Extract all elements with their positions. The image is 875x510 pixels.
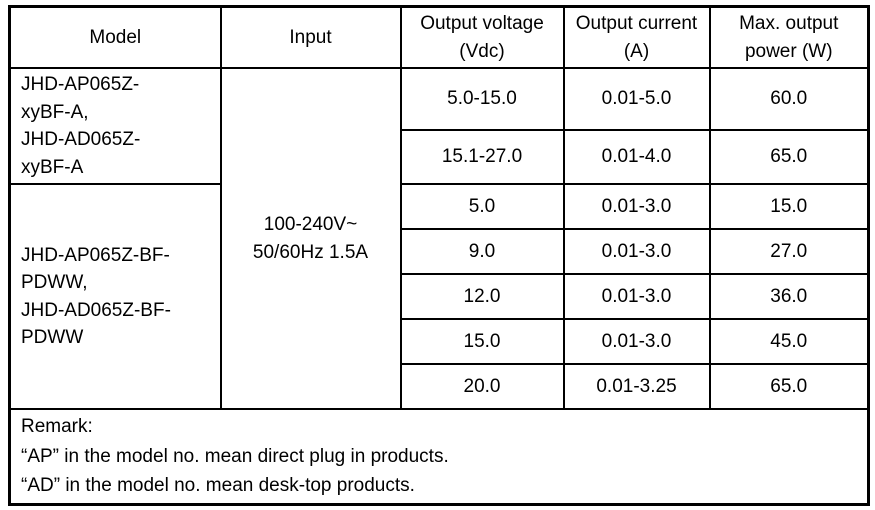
power-spec-table: Model Input Output voltage (Vdc) Output … xyxy=(8,5,870,506)
power-cell: 45.0 xyxy=(708,318,870,366)
header-model: Model xyxy=(8,5,222,70)
voltage-cell: 5.0 xyxy=(399,183,565,231)
header-max-output-power: Max. output power (W) xyxy=(708,5,870,70)
table-row: 12.0 0.01-3.0 36.0 xyxy=(10,273,870,321)
current-cell: 0.01-3.0 xyxy=(562,318,711,366)
model-group-2: JHD-AP065Z-BF- PDWW, JHD-AD065Z-BF- PDWW xyxy=(8,183,222,411)
current-cell: 0.01-3.25 xyxy=(562,363,711,411)
voltage-cell: 20.0 xyxy=(399,363,565,411)
power-cell: 36.0 xyxy=(708,273,870,321)
power-cell: 15.0 xyxy=(708,183,870,231)
current-cell: 0.01-3.0 xyxy=(562,228,711,276)
header-input: Input xyxy=(219,5,402,70)
model-group-1: JHD-AP065Z- xyBF-A, JHD-AD065Z- xyBF-A xyxy=(8,67,222,186)
table-row: 15.0 0.01-3.0 45.0 xyxy=(10,318,870,366)
current-cell: 0.01-3.0 xyxy=(562,183,711,231)
power-cell: 65.0 xyxy=(708,129,870,186)
remark-text: Remark: “AP” in the model no. mean direc… xyxy=(8,408,870,506)
header-row: Model Input Output voltage (Vdc) Output … xyxy=(8,5,870,70)
table-row: 9.0 0.01-3.0 27.0 xyxy=(10,228,870,276)
voltage-cell: 15.0 xyxy=(399,318,565,366)
power-cell: 27.0 xyxy=(708,228,870,276)
current-cell: 0.01-4.0 xyxy=(562,129,711,186)
voltage-cell: 15.1-27.0 xyxy=(399,129,565,186)
power-cell: 60.0 xyxy=(708,67,870,132)
input-cell: 100-240V~ 50/60Hz 1.5A xyxy=(219,67,402,411)
document-page: Model Input Output voltage (Vdc) Output … xyxy=(0,5,875,510)
table-row: JHD-AP065Z- xyBF-A, JHD-AD065Z- xyBF-A 1… xyxy=(8,67,870,411)
header-output-current: Output current (A) xyxy=(562,5,711,70)
power-cell: 65.0 xyxy=(708,363,870,411)
voltage-cell: 12.0 xyxy=(399,273,565,321)
table-row: JHD-AP065Z-BF- PDWW, JHD-AD065Z-BF- PDWW… xyxy=(8,183,870,411)
header-output-voltage: Output voltage (Vdc) xyxy=(399,5,565,70)
table-row: 15.1-27.0 0.01-4.0 65.0 xyxy=(10,129,870,186)
voltage-cell: 9.0 xyxy=(399,228,565,276)
voltage-cell: 5.0-15.0 xyxy=(399,67,565,132)
remark-row: Remark: “AP” in the model no. mean direc… xyxy=(8,408,870,506)
current-cell: 0.01-5.0 xyxy=(562,67,711,132)
current-cell: 0.01-3.0 xyxy=(562,273,711,321)
table-row: 20.0 0.01-3.25 65.0 xyxy=(10,363,870,411)
